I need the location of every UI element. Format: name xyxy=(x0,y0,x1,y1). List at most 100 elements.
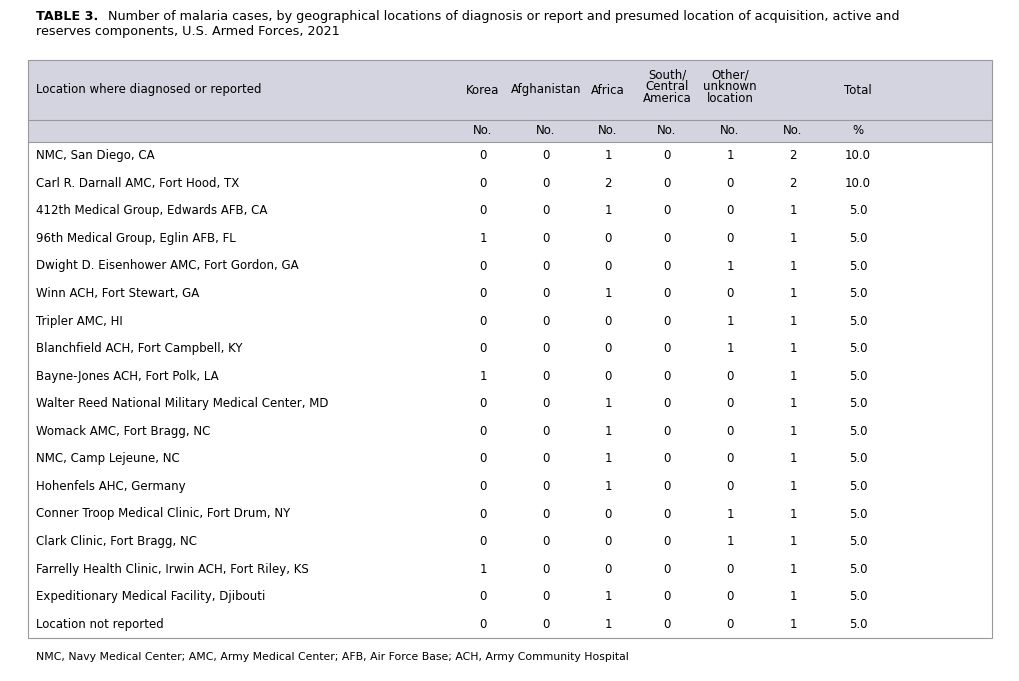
Text: 0: 0 xyxy=(542,370,549,383)
Text: 0: 0 xyxy=(726,397,733,410)
Text: 10.0: 10.0 xyxy=(844,149,870,162)
Text: 0: 0 xyxy=(542,287,549,300)
Text: Bayne-Jones ACH, Fort Polk, LA: Bayne-Jones ACH, Fort Polk, LA xyxy=(36,370,218,383)
Text: 0: 0 xyxy=(726,563,733,575)
Text: 1: 1 xyxy=(479,232,486,245)
Bar xyxy=(28,417,991,445)
Text: 1: 1 xyxy=(789,259,796,272)
Text: 0: 0 xyxy=(479,287,486,300)
Text: 0: 0 xyxy=(726,480,733,493)
Text: 0: 0 xyxy=(726,452,733,465)
Bar xyxy=(28,528,991,555)
Text: Location not reported: Location not reported xyxy=(36,618,164,631)
Text: 1: 1 xyxy=(789,232,796,245)
Text: 0: 0 xyxy=(542,177,549,190)
Text: 0: 0 xyxy=(726,232,733,245)
Text: 0: 0 xyxy=(603,315,611,328)
Text: No.: No. xyxy=(473,125,492,138)
Bar xyxy=(28,335,991,362)
Text: Location where diagnosed or reported: Location where diagnosed or reported xyxy=(36,84,261,97)
Text: Expeditionary Medical Facility, Djibouti: Expeditionary Medical Facility, Djibouti xyxy=(36,590,265,603)
Text: 0: 0 xyxy=(479,535,486,548)
Text: Farrelly Health Clinic, Irwin ACH, Fort Riley, KS: Farrelly Health Clinic, Irwin ACH, Fort … xyxy=(36,563,309,575)
Text: 0: 0 xyxy=(542,452,549,465)
Text: Conner Troop Medical Clinic, Fort Drum, NY: Conner Troop Medical Clinic, Fort Drum, … xyxy=(36,507,290,520)
Bar xyxy=(28,170,991,197)
Bar xyxy=(28,307,991,335)
Text: 1: 1 xyxy=(603,452,611,465)
Text: 0: 0 xyxy=(542,618,549,631)
Text: No.: No. xyxy=(598,125,618,138)
Text: 0: 0 xyxy=(479,452,486,465)
Text: 1: 1 xyxy=(479,563,486,575)
Text: 5.0: 5.0 xyxy=(848,590,866,603)
Text: 0: 0 xyxy=(542,259,549,272)
Text: 0: 0 xyxy=(662,177,671,190)
Text: Winn ACH, Fort Stewart, GA: Winn ACH, Fort Stewart, GA xyxy=(36,287,199,300)
Text: 10.0: 10.0 xyxy=(844,177,870,190)
Text: 1: 1 xyxy=(789,452,796,465)
Text: 0: 0 xyxy=(662,204,671,217)
Text: %: % xyxy=(852,125,863,138)
Text: 0: 0 xyxy=(662,149,671,162)
Text: 0: 0 xyxy=(479,397,486,410)
Text: 0: 0 xyxy=(662,480,671,493)
Bar xyxy=(28,501,991,528)
Text: 1: 1 xyxy=(789,425,796,438)
Text: 5.0: 5.0 xyxy=(848,618,866,631)
Text: 0: 0 xyxy=(603,507,611,520)
Text: 1: 1 xyxy=(789,507,796,520)
Text: 0: 0 xyxy=(479,315,486,328)
Text: 0: 0 xyxy=(479,590,486,603)
Text: 1: 1 xyxy=(789,563,796,575)
Bar xyxy=(28,142,991,170)
Text: 0: 0 xyxy=(662,232,671,245)
Bar xyxy=(28,583,991,610)
Text: 1: 1 xyxy=(726,535,733,548)
Text: 2: 2 xyxy=(789,177,796,190)
Text: 0: 0 xyxy=(603,259,611,272)
Text: 0: 0 xyxy=(542,315,549,328)
Text: 0: 0 xyxy=(662,397,671,410)
Text: 2: 2 xyxy=(603,177,611,190)
Text: 1: 1 xyxy=(603,480,611,493)
Text: 1: 1 xyxy=(789,204,796,217)
Text: 0: 0 xyxy=(542,232,549,245)
Text: Other/: Other/ xyxy=(710,68,748,81)
Text: 0: 0 xyxy=(662,535,671,548)
Text: 1: 1 xyxy=(479,370,486,383)
Text: 0: 0 xyxy=(662,590,671,603)
Bar xyxy=(28,280,991,307)
Text: reserves components, U.S. Armed Forces, 2021: reserves components, U.S. Armed Forces, … xyxy=(36,25,339,38)
Text: 5.0: 5.0 xyxy=(848,287,866,300)
Text: 1: 1 xyxy=(789,535,796,548)
Text: 5.0: 5.0 xyxy=(848,480,866,493)
Text: No.: No. xyxy=(656,125,676,138)
Text: Central: Central xyxy=(645,80,688,93)
Text: 1: 1 xyxy=(789,315,796,328)
Text: 1: 1 xyxy=(603,287,611,300)
Text: 0: 0 xyxy=(726,177,733,190)
Text: Total: Total xyxy=(844,84,871,97)
Bar xyxy=(28,197,991,225)
Text: Clark Clinic, Fort Bragg, NC: Clark Clinic, Fort Bragg, NC xyxy=(36,535,197,548)
Bar xyxy=(28,60,991,638)
Text: 0: 0 xyxy=(726,204,733,217)
Text: 1: 1 xyxy=(789,397,796,410)
Text: 0: 0 xyxy=(479,259,486,272)
Text: 5.0: 5.0 xyxy=(848,425,866,438)
Bar xyxy=(28,390,991,417)
Text: Walter Reed National Military Medical Center, MD: Walter Reed National Military Medical Ce… xyxy=(36,397,328,410)
Text: 1: 1 xyxy=(789,287,796,300)
Text: 5.0: 5.0 xyxy=(848,397,866,410)
Text: 0: 0 xyxy=(662,342,671,355)
Bar xyxy=(28,555,991,583)
Text: 0: 0 xyxy=(542,397,549,410)
Text: 0: 0 xyxy=(726,287,733,300)
Bar xyxy=(28,445,991,473)
Text: 1: 1 xyxy=(603,204,611,217)
Text: 0: 0 xyxy=(479,618,486,631)
Text: 5.0: 5.0 xyxy=(848,452,866,465)
Text: Blanchfield ACH, Fort Campbell, KY: Blanchfield ACH, Fort Campbell, KY xyxy=(36,342,243,355)
Text: 0: 0 xyxy=(603,563,611,575)
